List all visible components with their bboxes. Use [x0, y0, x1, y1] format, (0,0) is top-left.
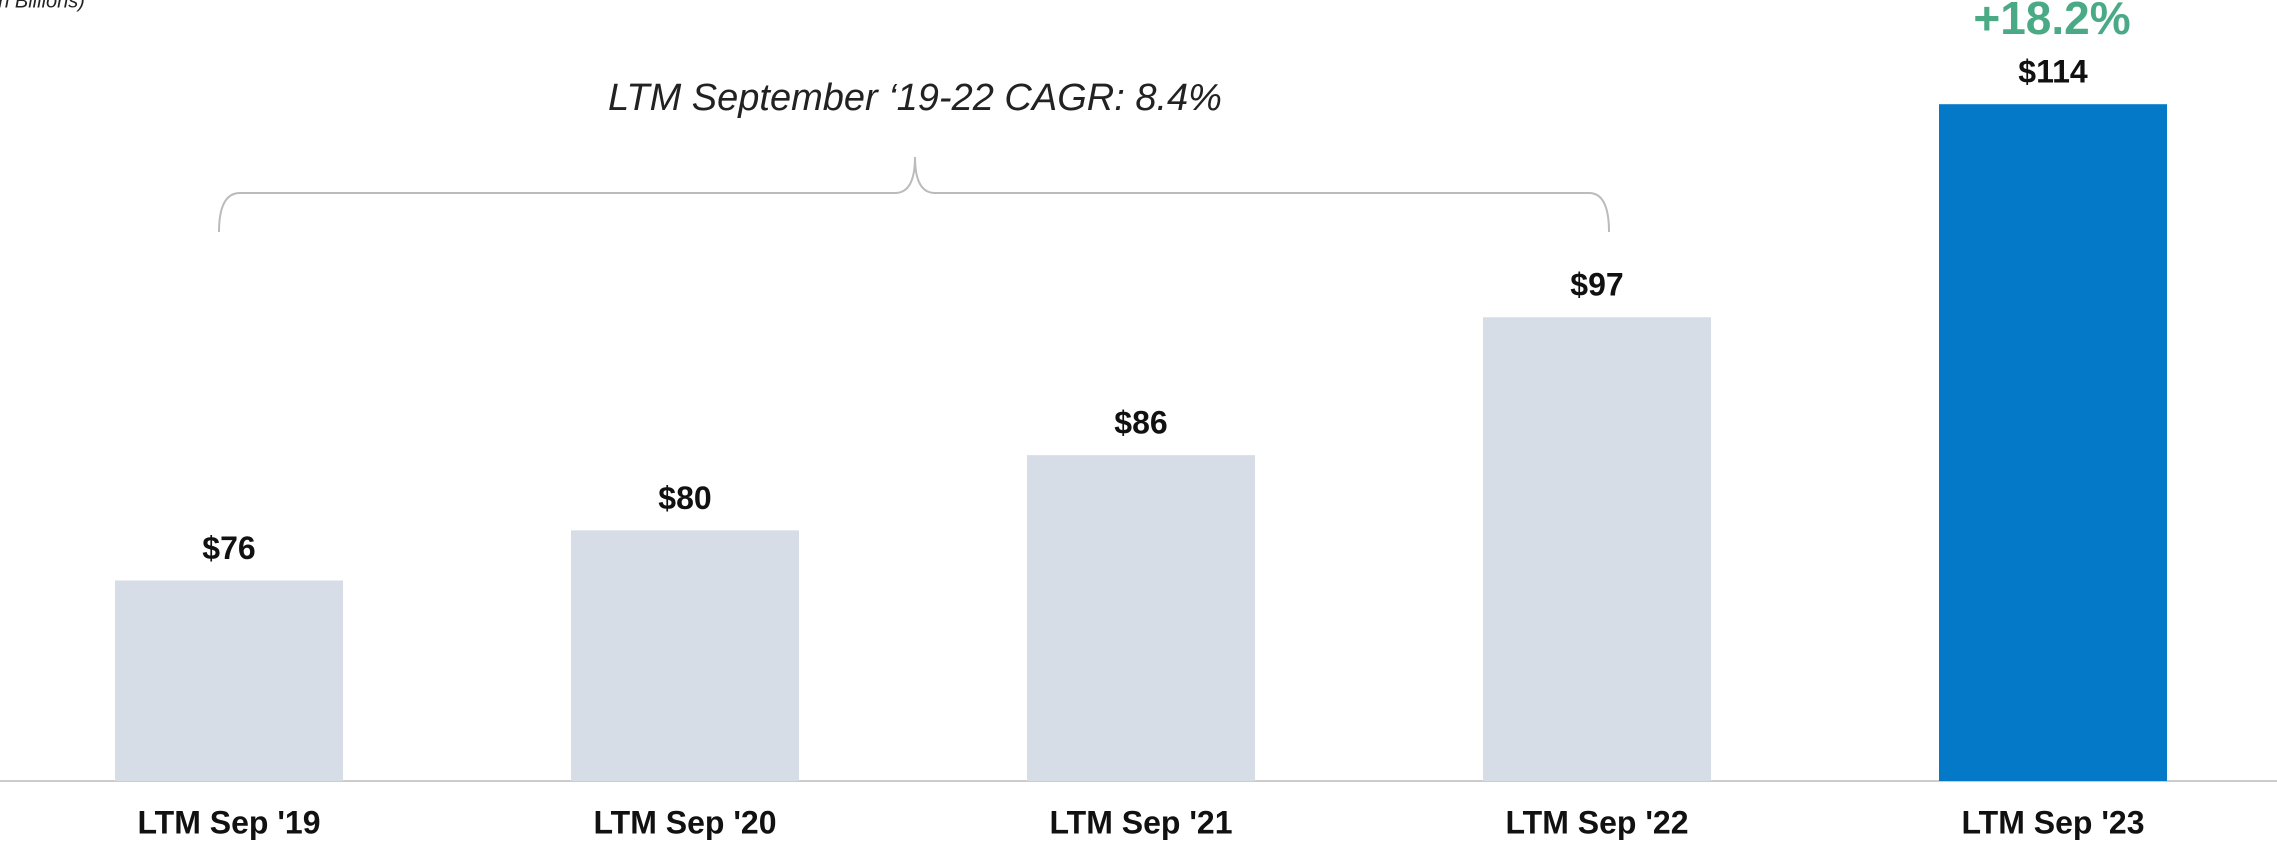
growth-annotation: +18.2% — [1973, 0, 2130, 44]
bar — [571, 530, 799, 781]
value-label: $80 — [658, 480, 711, 516]
bar — [1483, 317, 1711, 781]
subtitle: (In Billions) — [0, 0, 85, 12]
bar — [1939, 104, 2167, 781]
bar — [115, 580, 343, 781]
x-tick-label: LTM Sep '21 — [1049, 804, 1232, 840]
x-tick-label: LTM Sep '19 — [137, 804, 320, 840]
x-tick-label: LTM Sep '20 — [593, 804, 776, 840]
cagr-annotation: LTM September ‘19-22 CAGR: 8.4% — [608, 77, 1222, 119]
x-tick-label: LTM Sep '23 — [1961, 804, 2144, 840]
value-label: $97 — [1570, 267, 1623, 303]
value-label: $76 — [202, 530, 255, 566]
value-label: $114 — [2018, 54, 2088, 90]
value-label: $86 — [1114, 405, 1167, 441]
x-tick-label: LTM Sep '22 — [1505, 804, 1688, 840]
bar — [1027, 455, 1255, 781]
brace — [218, 156, 1610, 233]
